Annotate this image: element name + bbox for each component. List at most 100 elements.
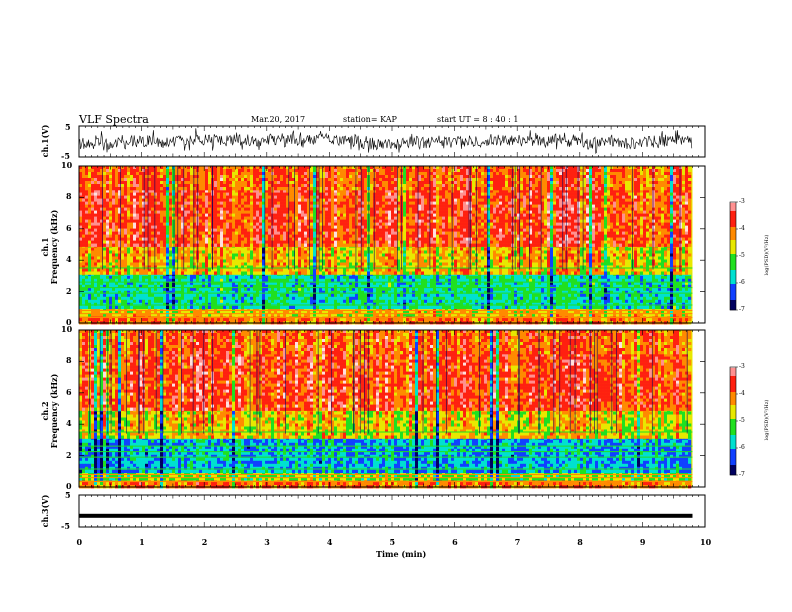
- spec-cell: [652, 305, 656, 310]
- spec-cell: [328, 256, 332, 260]
- spec-cell: [397, 293, 401, 298]
- spec-cell: [175, 318, 179, 322]
- spec-cell: [466, 278, 470, 283]
- spec-cell: [256, 275, 260, 280]
- spec-cell: [487, 275, 491, 280]
- spec-cell: [415, 278, 419, 283]
- spec-cell: [316, 281, 320, 286]
- spec-cell: [307, 310, 311, 314]
- spec-cell: [133, 262, 137, 266]
- spec-cell: [385, 305, 389, 310]
- spec-cell: [640, 253, 644, 257]
- spec-cell: [268, 275, 272, 280]
- spec-cell: [574, 299, 578, 304]
- spec-cell: [550, 290, 554, 295]
- spec-cell: [598, 296, 602, 301]
- spec-cell: [586, 247, 590, 251]
- spec-cell: [148, 250, 152, 254]
- spec-cell: [139, 259, 143, 263]
- spec-cell: [667, 313, 671, 317]
- spec-cell: [292, 281, 296, 286]
- spec-cell: [490, 287, 494, 292]
- spec-cell: [667, 281, 671, 286]
- spec-cell: [391, 293, 395, 298]
- spec-cell: [619, 281, 623, 286]
- spec-cell: [310, 313, 314, 317]
- spec-cell: [658, 256, 662, 260]
- spec-cell: [148, 305, 152, 310]
- spec-cell: [346, 293, 350, 298]
- spec-cell: [349, 287, 353, 292]
- spec-cell: [436, 313, 440, 317]
- spec-cell: [532, 299, 536, 304]
- spec-cell: [574, 256, 578, 260]
- spec-cell: [403, 315, 407, 319]
- spec-cell: [319, 278, 323, 283]
- spec-cell: [448, 284, 452, 289]
- spec-cell: [358, 256, 362, 260]
- spec-cell: [577, 287, 581, 292]
- spec-cell: [436, 315, 440, 319]
- spec-cell: [91, 281, 95, 286]
- spec-cell: [415, 250, 419, 254]
- spec-cell: [457, 305, 461, 310]
- spec-cell: [646, 318, 650, 322]
- spec-cell: [589, 305, 593, 310]
- spec-cell: [559, 259, 563, 263]
- spec-cell: [139, 299, 143, 304]
- spec-cell: [508, 318, 512, 322]
- spec-cell: [604, 253, 608, 257]
- spec-cell: [280, 275, 284, 280]
- spec-cell: [148, 296, 152, 301]
- spec-cell: [130, 290, 134, 295]
- spec-cell: [685, 278, 689, 283]
- spec-cell: [208, 293, 212, 298]
- spec-cell: [607, 250, 611, 254]
- spec-cell: [559, 290, 563, 295]
- spec-cell: [601, 247, 605, 251]
- spec-cell: [346, 250, 350, 254]
- spec-cell: [676, 253, 680, 257]
- spec-cell: [595, 287, 599, 292]
- spec-cell: [589, 250, 593, 254]
- spec-cell: [451, 293, 455, 298]
- spec-cell: [646, 256, 650, 260]
- spec-cell: [505, 293, 509, 298]
- spec-cell: [481, 259, 485, 263]
- spec-cell: [283, 281, 287, 286]
- spec-cell: [226, 256, 230, 260]
- spec-cell: [85, 253, 89, 257]
- spec-cell: [304, 310, 308, 314]
- spec-cell: [337, 281, 341, 286]
- spec-cell: [460, 310, 464, 314]
- spec-cell: [670, 296, 674, 301]
- spec-cell: [151, 247, 155, 251]
- spec-cell: [220, 247, 224, 251]
- spec-cell: [664, 296, 668, 301]
- spec-cell: [271, 281, 275, 286]
- spec-cell: [178, 296, 182, 301]
- spec-cell: [358, 293, 362, 298]
- spec-cell: [592, 281, 596, 286]
- spec-cell: [637, 250, 641, 254]
- spec-cell: [400, 305, 404, 310]
- spec-cell: [433, 250, 437, 254]
- spec-cell: [520, 296, 524, 301]
- spec-cell: [262, 247, 266, 251]
- spec-cell: [121, 293, 125, 298]
- spec-cell: [346, 278, 350, 283]
- spec-cell: [445, 275, 449, 280]
- spec-cell: [136, 318, 140, 322]
- spec-cell: [604, 310, 608, 314]
- spec-cell: [352, 284, 356, 289]
- spec-cell: [565, 275, 569, 280]
- spec-cell: [91, 275, 95, 280]
- spec-cell: [361, 259, 365, 263]
- spec-cell: [592, 293, 596, 298]
- spec-cell: [529, 259, 533, 263]
- spec-cell: [412, 275, 416, 280]
- spec-cell: [592, 318, 596, 322]
- spec-cell: [475, 313, 479, 317]
- spec-cell: [253, 250, 257, 254]
- spec-cell: [106, 299, 110, 304]
